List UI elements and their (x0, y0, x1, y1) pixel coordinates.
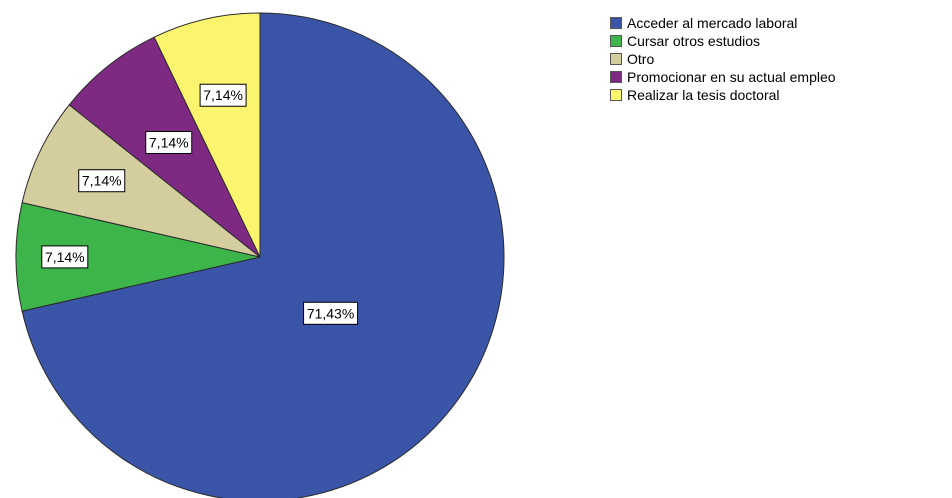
legend-swatch (610, 89, 622, 101)
pie-slice-2 (15, 202, 261, 312)
pie-slice-3 (21, 104, 261, 258)
legend-item-5: Realizar la tesis doctoral (610, 86, 836, 104)
svg-text:71,43%: 71,43% (307, 305, 354, 321)
svg-text:7,14%: 7,14% (82, 173, 122, 189)
slice-label-1: 71,43% (303, 301, 359, 325)
legend-swatch (610, 35, 622, 47)
legend-swatch (610, 53, 622, 65)
legend-swatch (610, 71, 622, 83)
svg-text:7,14%: 7,14% (149, 135, 189, 151)
legend-label: Otro (627, 51, 655, 67)
svg-text:7,14%: 7,14% (45, 249, 85, 265)
legend-item-3: Otro (610, 50, 836, 68)
legend-label: Cursar otros estudios (627, 33, 761, 49)
svg-text:7,14%: 7,14% (203, 87, 243, 103)
legend: Acceder al mercado laboral Cursar otros e… (610, 14, 836, 104)
slice-label-4: 7,14% (145, 131, 193, 155)
legend-item-1: Acceder al mercado laboral (610, 14, 836, 32)
legend-item-2: Cursar otros estudios (610, 32, 836, 50)
pie-slice-1 (21, 12, 505, 498)
slice-label-5: 7,14% (199, 83, 247, 107)
legend-label: Realizar la tesis doctoral (627, 87, 780, 103)
legend-item-4: Promocionar en su actual empleo (610, 68, 836, 86)
pie-chart: 71,43% 7,14% 7,14% 7,14% 7,14% (15, 12, 505, 498)
legend-swatch (610, 17, 622, 29)
slice-label-2: 7,14% (41, 245, 89, 269)
legend-label: Acceder al mercado laboral (627, 15, 798, 31)
slice-label-3: 7,14% (78, 169, 126, 193)
legend-label: Promocionar en su actual empleo (627, 69, 836, 85)
pie-slice-5 (153, 12, 261, 258)
